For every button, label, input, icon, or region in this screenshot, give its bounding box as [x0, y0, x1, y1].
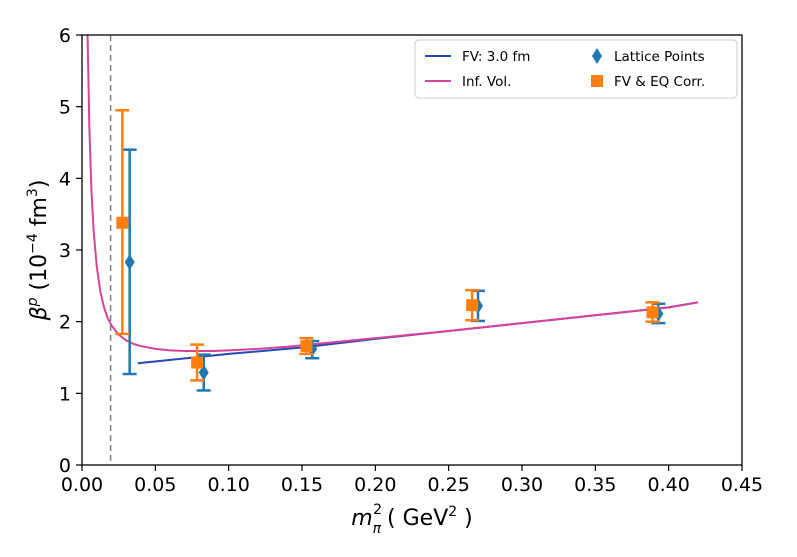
lattice-point [196, 353, 211, 392]
inf-vol-curve [86, 35, 699, 353]
x-tick-label: 0.10 [208, 474, 250, 496]
y-axis-label: βp (10−4 fm3) [25, 180, 52, 322]
corr-marker [116, 216, 129, 229]
legend-box [414, 39, 738, 99]
corr-point [190, 343, 205, 382]
x-tick-label: 0.45 [721, 474, 763, 496]
corr-marker [466, 299, 479, 312]
legend-inf-label: Inf. Vol. [462, 74, 511, 90]
x-tick-label: 0.05 [134, 474, 176, 496]
legend-fv-label: FV: 3.0 fm [462, 49, 530, 65]
points-layer [115, 109, 666, 392]
legend-lattice-label: Lattice Points [614, 49, 705, 65]
x-tick-label: 0.25 [428, 474, 470, 496]
y-ticks: 0 1 2 3 4 5 6 [59, 25, 82, 477]
lattice-point [122, 148, 137, 376]
plot-area [82, 35, 742, 465]
y-tick-label: 1 [59, 383, 71, 405]
x-axis-label: mπ2( GeV2 ) [351, 502, 473, 537]
y-tick-label: 6 [59, 25, 71, 47]
x-tick-label: 0.35 [574, 474, 616, 496]
x-tick-label: 0.40 [648, 474, 690, 496]
lattice-marker [198, 364, 209, 381]
x-tick-label: 0.30 [501, 474, 543, 496]
x-tick-label: 0.00 [61, 474, 103, 496]
lattice-marker [124, 254, 135, 271]
corr-point [115, 109, 130, 336]
corr-marker [646, 306, 659, 319]
corr-point [299, 336, 314, 356]
lines-layer [86, 35, 699, 365]
corr-marker [300, 340, 313, 353]
legend-lattice-swatch [592, 48, 602, 64]
x-ticks: 0.00 0.05 0.10 0.15 0.20 0.25 0.30 0.35 0.40 0.45 [61, 465, 763, 496]
x-tick-label: 0.15 [281, 474, 323, 496]
legend-corr-swatch [591, 75, 603, 87]
legend: FV: 3.0 fm Inf. Vol. Lattice Points FV &… [414, 39, 738, 99]
y-tick-label: 5 [59, 97, 71, 119]
y-tick-label: 0 [59, 455, 71, 477]
corr-marker [191, 356, 204, 369]
legend-corr-label: FV & EQ Corr. [614, 74, 705, 90]
y-tick-label: 3 [59, 240, 71, 262]
corr-point [645, 301, 660, 323]
x-tick-label: 0.20 [354, 474, 396, 496]
y-tick-label: 4 [59, 168, 71, 190]
y-tick-label: 2 [59, 312, 71, 334]
corr-point [465, 288, 480, 322]
